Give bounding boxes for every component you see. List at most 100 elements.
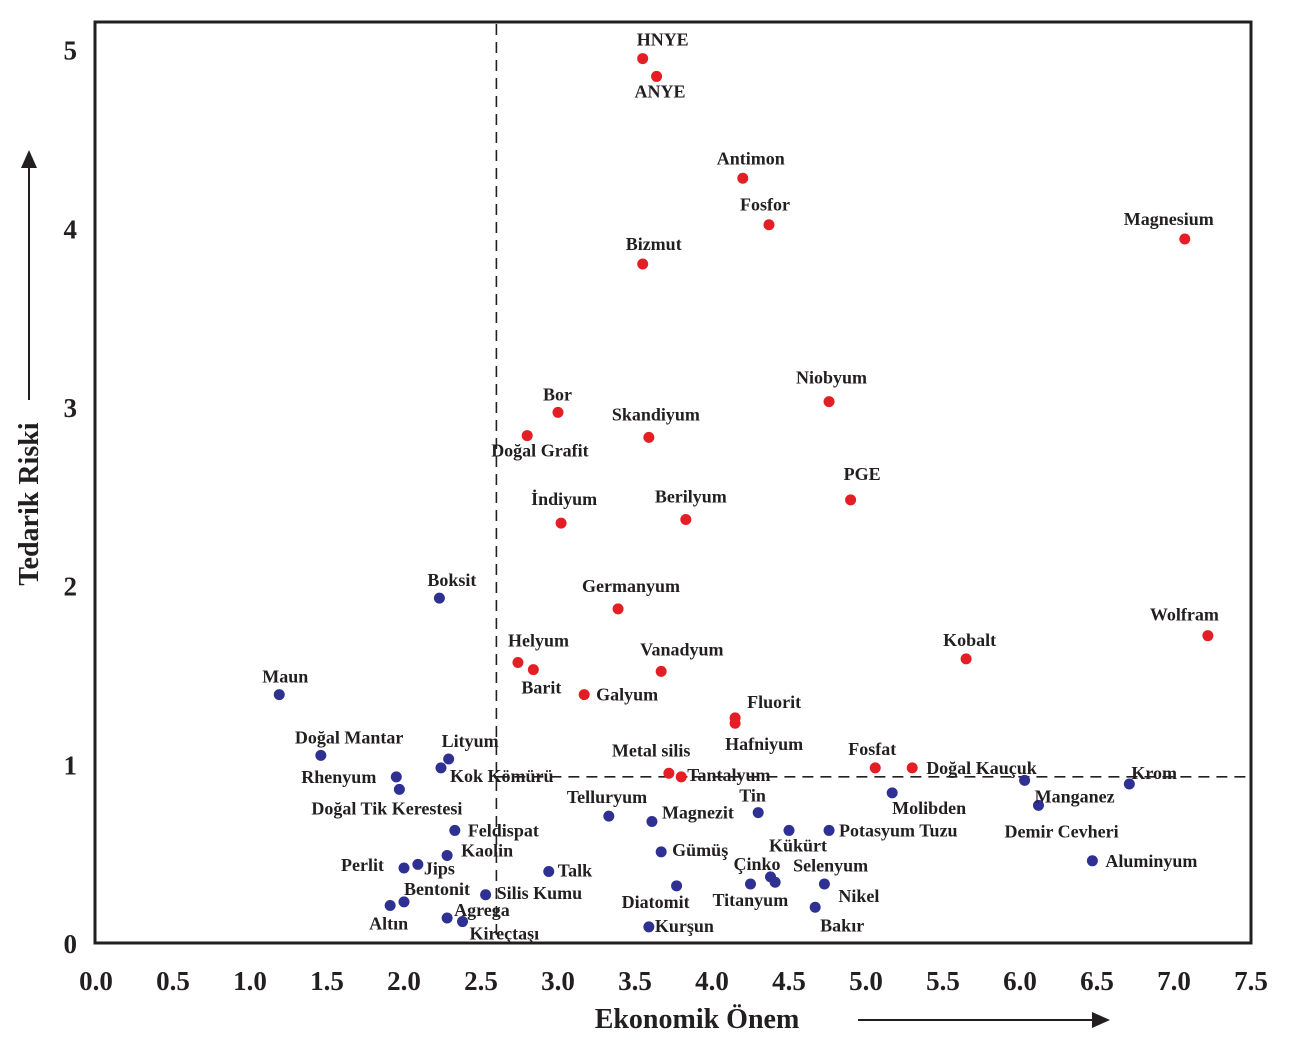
data-point-noncritical: [1086, 855, 1098, 867]
data-point-noncritical: [441, 849, 453, 861]
y-tick-label: 2: [64, 572, 78, 602]
point-label: Nikel: [838, 886, 879, 906]
point-labels: HNYE ANYE Antimon Fosfor Magnesium Bizmut Niob…: [262, 30, 1219, 944]
data-point-noncritical: [818, 878, 830, 890]
point-label: Altın: [369, 913, 408, 933]
data-point-noncritical: [543, 866, 555, 878]
y-tick-label: 4: [64, 214, 78, 244]
data-point-noncritical: [646, 816, 658, 828]
point-label: Boksit: [427, 570, 476, 590]
y-tick-label: 0: [64, 929, 78, 959]
y-axis-ticks: 0 1 2 3 4 5: [64, 36, 78, 959]
point-label: Metal silis: [612, 740, 691, 760]
point-label: Kobalt: [943, 630, 996, 650]
point-label: Vanadyum: [640, 639, 723, 659]
point-label: Wolfram: [1150, 605, 1219, 625]
data-point-noncritical: [390, 771, 402, 783]
data-point-noncritical: [449, 824, 461, 836]
point-label: PGE: [844, 464, 881, 484]
data-point-critical: [1202, 630, 1214, 642]
x-tick-label: 5.5: [926, 966, 960, 996]
point-label: Fluorit: [747, 692, 801, 712]
data-point-noncritical: [823, 824, 835, 836]
point-label: Krom: [1131, 763, 1177, 783]
data-point-critical: [869, 762, 881, 774]
x-tick-label: 4.5: [772, 966, 806, 996]
x-tick-label: 1.0: [233, 966, 267, 996]
point-label: Galyum: [596, 685, 658, 705]
point-label: HNYE: [637, 30, 689, 50]
data-point-critical: [845, 494, 857, 506]
data-point-critical: [906, 762, 918, 774]
data-point-critical: [729, 717, 741, 729]
data-point-noncritical: [603, 810, 615, 822]
point-label: Demir Cevheri: [1004, 821, 1118, 841]
x-tick-label: 7.5: [1234, 966, 1268, 996]
point-label: Silis Kumu: [497, 883, 583, 903]
point-label: Bizmut: [626, 234, 682, 254]
point-label: Potasyum Tuzu: [839, 820, 958, 840]
data-point-noncritical: [393, 783, 405, 795]
point-label: Titanyum: [713, 890, 789, 910]
point-label: Perlit: [341, 855, 384, 875]
point-label: Doğal Mantar: [295, 727, 403, 747]
y-tick-label: 1: [64, 750, 78, 780]
data-point-noncritical: [1032, 799, 1044, 811]
point-label: Barit: [521, 678, 561, 698]
point-label: Antimon: [717, 148, 785, 168]
point-label: Doğal Tik Kerestesi: [311, 798, 462, 818]
data-point-critical: [578, 689, 590, 701]
y-axis-label: Tedarik Riski: [14, 422, 45, 585]
point-label: Magnesium: [1124, 209, 1214, 229]
data-point-critical: [823, 396, 835, 408]
x-tick-label: 7.0: [1157, 966, 1191, 996]
point-label: Fosfat: [848, 739, 896, 759]
data-point-noncritical: [398, 862, 410, 874]
data-points: [273, 53, 1214, 933]
x-tick-label: 6.5: [1080, 966, 1114, 996]
data-point-critical: [680, 514, 692, 526]
point-label: Feldispat: [468, 820, 539, 840]
data-point-noncritical: [441, 912, 453, 924]
x-tick-label: 2.0: [387, 966, 421, 996]
data-point-noncritical: [412, 858, 424, 870]
data-point-critical: [1179, 233, 1191, 245]
data-point-critical: [655, 665, 667, 677]
point-label: Doğal Grafit: [491, 441, 588, 461]
point-label: Rhenyum: [301, 767, 376, 787]
point-label: Hafniyum: [725, 734, 803, 754]
point-label: Magnezit: [662, 803, 734, 823]
point-label: İndiyum: [531, 489, 597, 509]
point-label: Jips: [424, 858, 455, 878]
point-label: Kaolin: [461, 840, 513, 860]
data-point-critical: [960, 653, 972, 665]
plot-frame: [93, 20, 1253, 945]
point-label: Aluminyum: [1105, 851, 1197, 871]
x-tick-label: 0.5: [156, 966, 190, 996]
point-label: Diatomit: [622, 892, 690, 912]
point-label: Kok Kömürü: [450, 766, 554, 786]
y-tick-label: 5: [64, 36, 78, 66]
data-point-noncritical: [809, 901, 821, 913]
x-tick-label: 6.0: [1003, 966, 1037, 996]
data-point-noncritical: [643, 921, 655, 933]
data-point-critical: [521, 430, 533, 442]
x-tick-label: 2.5: [464, 966, 498, 996]
point-label: Telluryum: [567, 787, 647, 807]
point-label: Lityum: [442, 731, 499, 751]
x-tick-label: 5.0: [849, 966, 883, 996]
data-point-critical: [552, 406, 564, 418]
y-axis-arrow-head: [21, 150, 37, 168]
data-point-noncritical: [1019, 774, 1031, 786]
data-point-critical: [737, 172, 749, 184]
point-label: Germanyum: [582, 576, 680, 596]
x-axis-label: Ekonomik Önem: [595, 1004, 800, 1035]
x-tick-label: 1.5: [310, 966, 344, 996]
x-axis-ticks: 0.0 0.5 1.0 1.5 2.0 2.5 3.0 3.5 4.0 4.5 5.0 5.5 6.0 6…: [79, 966, 1268, 996]
data-point-noncritical: [769, 876, 781, 888]
point-label: Helyum: [508, 630, 569, 650]
data-point-noncritical: [443, 753, 455, 765]
data-point-noncritical: [433, 592, 445, 604]
data-point-critical: [512, 656, 524, 668]
